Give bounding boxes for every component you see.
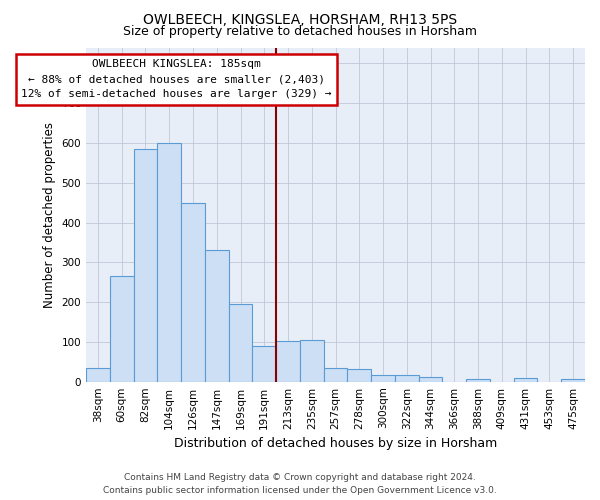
Bar bbox=[205, 250, 229, 382]
Bar bbox=[134, 149, 157, 382]
Bar bbox=[419, 377, 442, 382]
Bar bbox=[347, 369, 371, 382]
Bar bbox=[253, 346, 276, 382]
Bar bbox=[181, 202, 205, 382]
Text: Contains HM Land Registry data © Crown copyright and database right 2024.
Contai: Contains HM Land Registry data © Crown c… bbox=[103, 474, 497, 495]
Bar bbox=[229, 304, 253, 382]
Bar bbox=[157, 143, 181, 382]
Bar bbox=[300, 340, 323, 382]
Bar bbox=[514, 378, 538, 382]
Bar bbox=[466, 379, 490, 382]
X-axis label: Distribution of detached houses by size in Horsham: Distribution of detached houses by size … bbox=[174, 437, 497, 450]
Bar bbox=[86, 368, 110, 382]
Bar bbox=[561, 379, 585, 382]
Y-axis label: Number of detached properties: Number of detached properties bbox=[43, 122, 56, 308]
Bar bbox=[395, 375, 419, 382]
Bar bbox=[110, 276, 134, 382]
Text: OWLBEECH, KINGSLEA, HORSHAM, RH13 5PS: OWLBEECH, KINGSLEA, HORSHAM, RH13 5PS bbox=[143, 12, 457, 26]
Bar bbox=[276, 341, 300, 382]
Text: OWLBEECH KINGSLEA: 185sqm
← 88% of detached houses are smaller (2,403)
12% of se: OWLBEECH KINGSLEA: 185sqm ← 88% of detac… bbox=[21, 60, 332, 99]
Bar bbox=[323, 368, 347, 382]
Text: Size of property relative to detached houses in Horsham: Size of property relative to detached ho… bbox=[123, 25, 477, 38]
Bar bbox=[371, 374, 395, 382]
